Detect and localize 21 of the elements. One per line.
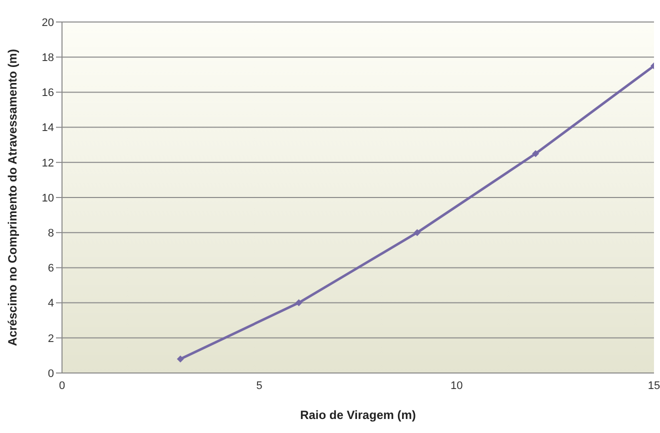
point — [295, 299, 302, 306]
y-tick-label: 20 — [42, 16, 54, 29]
y-tick-label: 14 — [42, 122, 54, 134]
point — [414, 229, 421, 236]
y-tick-label: 8 — [48, 228, 54, 240]
y-tick-label: 12 — [42, 157, 54, 170]
point — [176, 355, 184, 362]
x-tick-label: 10 — [450, 380, 463, 392]
y-tick-label: 0 — [48, 368, 54, 380]
y-tick-label: 4 — [48, 298, 54, 310]
y-tick-label: 18 — [42, 52, 54, 64]
y-tick-label: 10 — [42, 192, 54, 204]
x-axis-title: Raio de Viragem (m) — [300, 408, 416, 422]
y-tick-label: 16 — [42, 87, 54, 100]
y-axis-title: Acréscimo no Comprimento do Atravessamento (m) — [5, 49, 20, 346]
y-tick-label: 2 — [48, 332, 54, 345]
x-tick-label: 0 — [58, 380, 66, 392]
x-tick-label: 5 — [256, 380, 262, 392]
y-tick-label: 6 — [48, 262, 54, 275]
point — [532, 150, 540, 158]
x-tick-label: 15 — [648, 380, 660, 392]
